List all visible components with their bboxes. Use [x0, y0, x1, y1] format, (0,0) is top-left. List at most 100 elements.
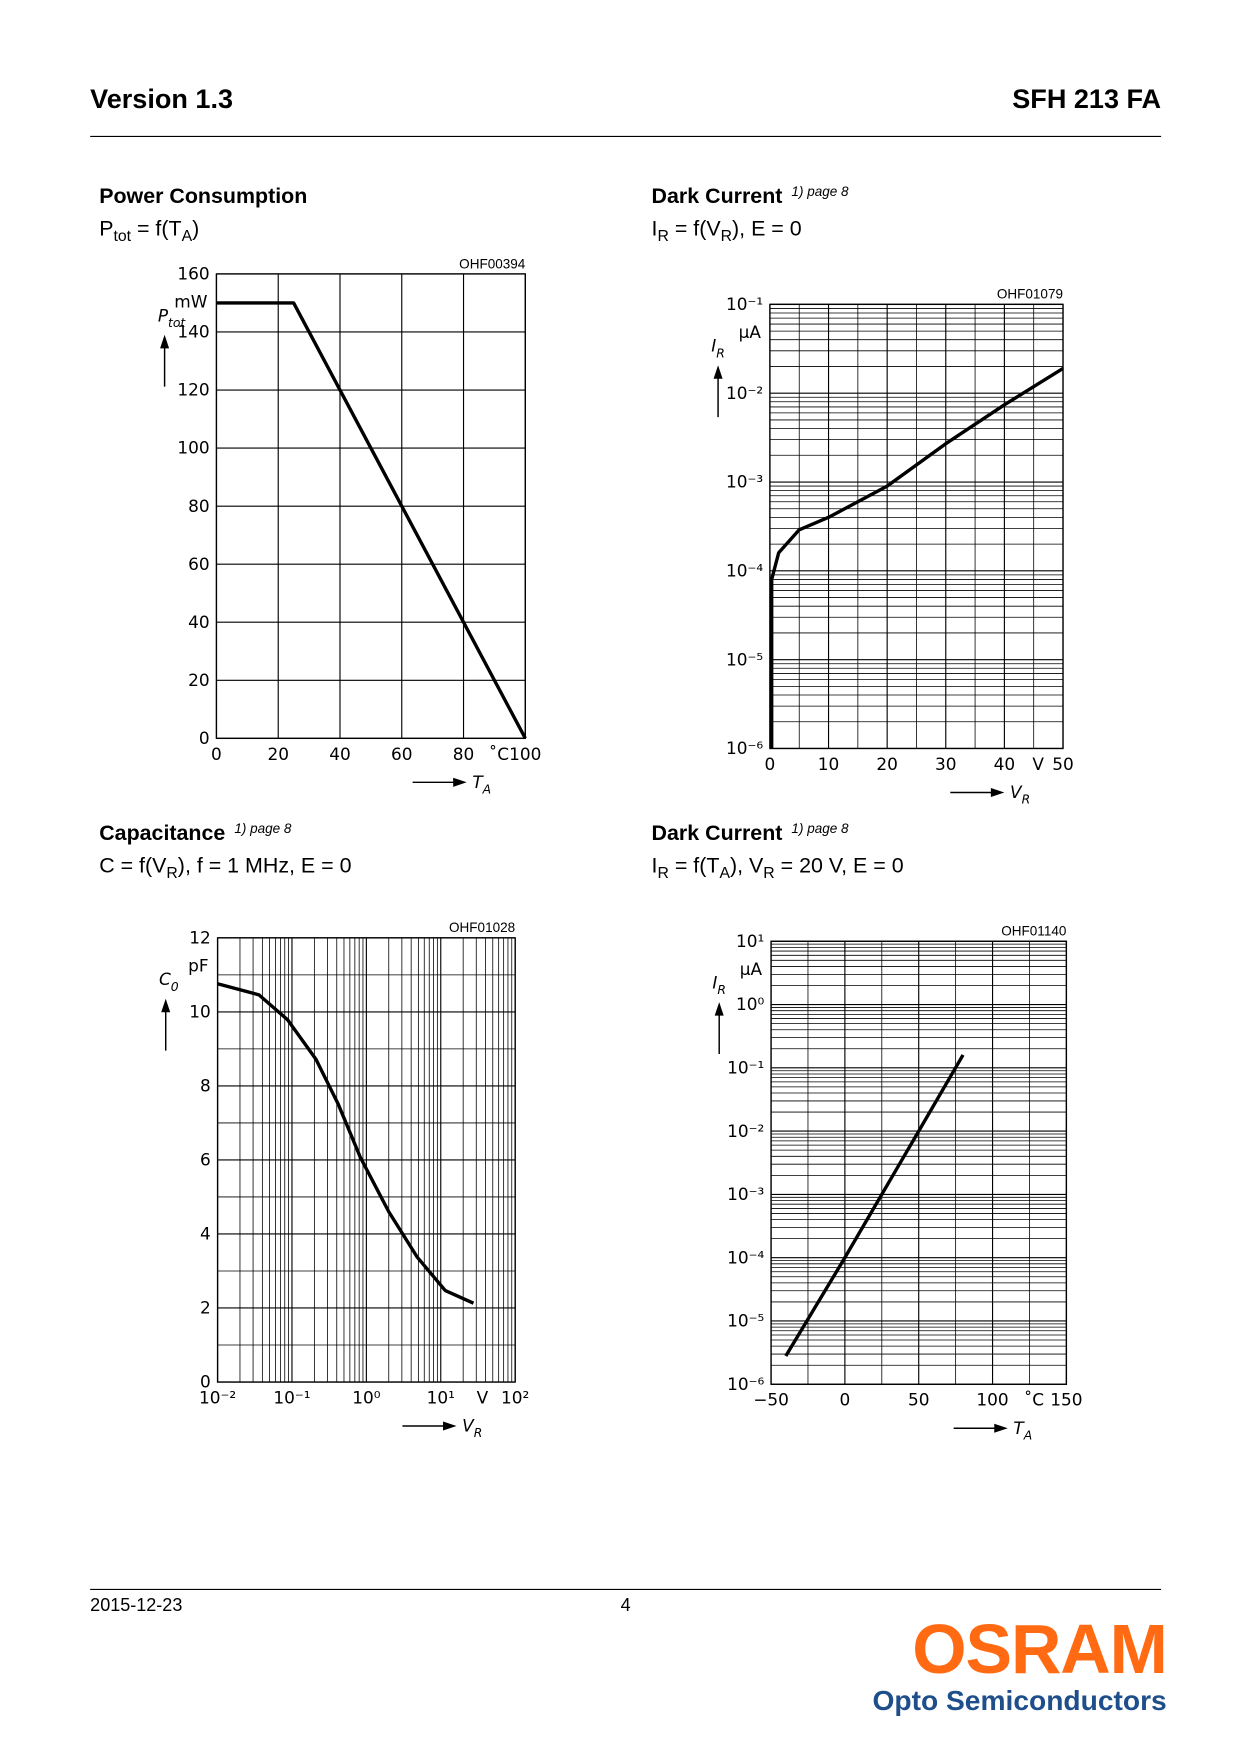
x-axis-label: TA [472, 772, 491, 797]
y-tick-label: 10⁻³ [726, 472, 763, 492]
x-unit: ˚C [489, 744, 509, 764]
chart-subtitle-part: C = f(V [99, 853, 167, 877]
x-axis-label-part: V [1010, 782, 1023, 802]
footnote-ref: 1) page 8 [791, 184, 849, 199]
x-axis-arrowhead [994, 1423, 1008, 1433]
y-axis-label-part: 0 [171, 979, 179, 994]
y-tick-label: 10¹ [736, 931, 764, 951]
y-tick-label: 8 [200, 1076, 211, 1096]
y-tick-label: 6 [200, 1150, 211, 1170]
x-tick-label: 40 [329, 744, 350, 764]
chart-subtitle-part: R [721, 228, 732, 245]
chart-title: Dark Current [652, 821, 783, 845]
x-axis-label-part: T [1013, 1418, 1025, 1438]
chart-subtitle-part: R [658, 228, 669, 245]
version: Version 1.3 [90, 84, 233, 114]
y-tick-label: 20 [188, 670, 210, 690]
chart-subtitle-part: ) [192, 217, 199, 241]
division: Opto Semiconductors [872, 1684, 1166, 1716]
chart-code: OHF01079 [997, 287, 1063, 302]
y-tick-label: 100 [177, 438, 209, 458]
y-axis-label-part: tot [168, 315, 186, 330]
x-tick-label: 20 [876, 754, 898, 774]
x-axis-label-part: T [472, 772, 484, 792]
y-tick-label: 120 [177, 380, 209, 400]
y-tick-label: 4 [200, 1224, 211, 1244]
y-tick-label: 10⁰ [736, 994, 764, 1014]
chart-subtitle-part: ), f = 1 MHz, E = 0 [178, 853, 352, 877]
y-tick-label: 0 [199, 728, 210, 748]
y-unit: mW [174, 292, 207, 312]
chart-subtitle-part: A [719, 865, 730, 882]
chart-subtitle-part: = f(T [669, 853, 720, 877]
x-tick-label: 0 [840, 1390, 851, 1410]
x-axis-label-part: R [1022, 792, 1031, 807]
y-unit: µA [740, 959, 763, 979]
y-tick-label: 12 [189, 928, 211, 948]
y-axis-label: Ptot [158, 305, 187, 330]
chart-subtitle-part: I [652, 853, 658, 877]
plot-frame [216, 937, 516, 1383]
chart-subtitle-part: R [166, 865, 177, 882]
chart-subtitle: C = f(VR), f = 1 MHz, E = 0 [99, 853, 351, 882]
y-tick-label: 10⁻⁴ [726, 560, 763, 580]
y-unit: µA [739, 322, 762, 342]
y-axis-arrowhead [714, 1002, 724, 1016]
x-tick-label: 10⁻² [199, 1387, 236, 1407]
y-axis-arrowhead [161, 998, 171, 1013]
plot-frame [769, 303, 1064, 750]
chart-title: Power Consumption [99, 184, 307, 208]
chart-code: OHF01140 [1001, 924, 1066, 939]
chart-subtitle: Ptot = f(TA) [99, 217, 199, 246]
y-axis-label: IR [711, 336, 725, 361]
x-tick-label: 150 [1050, 1390, 1082, 1410]
y-axis-label-part: R [717, 982, 726, 997]
y-tick-label: 10⁻² [726, 383, 763, 403]
y-axis-label: C0 [159, 969, 179, 994]
x-tick-label: 10² [501, 1387, 529, 1407]
footnote-ref: 1) page 8 [791, 821, 849, 836]
y-tick-label: 10⁻⁶ [726, 738, 763, 758]
chart-subtitle-part: ), V [730, 853, 764, 877]
y-axis-label-part: R [716, 345, 725, 360]
y-tick-label: 10⁻⁵ [727, 1311, 764, 1331]
x-axis-label-part: A [482, 782, 491, 797]
x-tick-label: 40 [994, 754, 1016, 774]
data-curve [769, 366, 1064, 749]
y-tick-label: 10⁻⁶ [727, 1374, 764, 1394]
y-axis-label-part: I [711, 336, 716, 356]
data-curve [784, 1054, 965, 1357]
plot-frame [770, 940, 1068, 1385]
x-axis-arrowhead [443, 1421, 457, 1431]
plot-frame [215, 273, 526, 740]
x-tick-label: 60 [391, 744, 413, 764]
x-axis-label: VR [462, 1416, 482, 1441]
x-unit: V [477, 1387, 489, 1407]
x-axis-arrowhead [453, 777, 467, 787]
chart-subtitle: IR = f(VR), E = 0 [652, 217, 802, 246]
y-tick-label: 160 [177, 264, 209, 284]
y-tick-label: 0 [200, 1372, 211, 1392]
chart-subtitle-part: I [652, 217, 658, 241]
data-curve [216, 301, 527, 740]
x-tick-label: 80 [453, 744, 475, 764]
y-axis-label: IR [712, 973, 726, 998]
y-tick-label: 10⁻¹ [727, 1057, 764, 1077]
y-axis-arrowhead [713, 365, 723, 379]
y-unit: pF [188, 956, 208, 976]
y-axis-label-part: I [712, 973, 717, 993]
y-tick-label: 40 [188, 612, 210, 632]
y-tick-label: 10⁻¹ [726, 294, 763, 314]
chart-code: OHF01028 [449, 920, 515, 935]
x-axis-label-part: V [462, 1416, 475, 1436]
chart-subtitle-part: = f(T [131, 217, 182, 241]
y-tick-label: 10⁻² [727, 1121, 764, 1141]
x-tick-label: 10⁰ [352, 1387, 380, 1407]
y-axis-label-part: P [158, 305, 169, 325]
x-tick-label: 0 [765, 754, 776, 774]
y-tick-label: 2 [200, 1298, 211, 1318]
y-tick-label: 140 [177, 322, 209, 342]
data-curve [217, 982, 475, 1305]
